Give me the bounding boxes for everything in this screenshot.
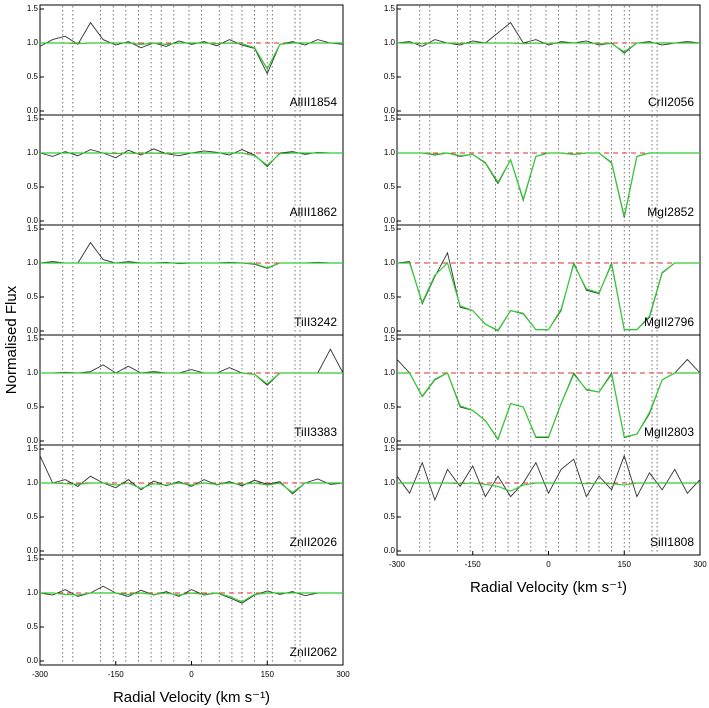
- y-axis-label: Normalised Flux: [3, 285, 20, 394]
- y-tick-label: 0.5: [384, 182, 396, 191]
- y-tick-label: 0.5: [27, 512, 39, 521]
- y-tick-label: 1.0: [384, 148, 396, 157]
- y-tick-label: 1.5: [27, 554, 39, 563]
- y-tick-label: 1.0: [384, 258, 396, 267]
- fit-line: [40, 262, 343, 269]
- fit-line: [40, 482, 343, 494]
- x-tick-label: -150: [465, 560, 482, 569]
- y-tick-label: 1.0: [27, 258, 39, 267]
- spectrum: [39, 241, 343, 269]
- x-tick-label: 0: [189, 670, 194, 679]
- y-tick-label: 1.0: [384, 478, 396, 487]
- fit-line: [40, 42, 343, 71]
- x-tick-label: -300: [389, 560, 406, 569]
- y-tick-label: 1.5: [27, 114, 39, 123]
- spectrum: [396, 454, 701, 502]
- y-tick-label: 0.5: [27, 402, 39, 411]
- fit-line: [397, 152, 700, 217]
- y-tick-label: 0.5: [384, 292, 396, 301]
- y-tick-label: 1.5: [27, 444, 39, 453]
- y-tick-label: 1.5: [27, 4, 39, 13]
- spectrum: [39, 585, 343, 604]
- y-tick-label: 0.0: [27, 216, 39, 225]
- y-tick-label: 0.0: [384, 326, 396, 335]
- panel-label: SiII1808: [650, 535, 694, 549]
- panel-label: MgI2852: [647, 205, 694, 219]
- x-axis-label: Radial Velocity (km s⁻¹): [470, 579, 627, 596]
- fit-line: [397, 42, 700, 53]
- x-axis-label: Radial Velocity (km s⁻¹): [113, 689, 270, 706]
- y-tick-label: 0.0: [384, 436, 396, 445]
- y-tick-label: 0.5: [27, 182, 39, 191]
- fit-line: [397, 372, 700, 441]
- fit-line: [40, 152, 343, 167]
- y-tick-label: 1.0: [27, 368, 39, 377]
- fit-line: [397, 482, 700, 492]
- y-tick-label: 1.5: [384, 4, 396, 13]
- x-tick-label: 300: [693, 560, 707, 569]
- y-tick-label: 0.0: [27, 546, 39, 555]
- y-tick-label: 0.5: [384, 512, 396, 521]
- panel-label: TiII3383: [294, 425, 337, 439]
- y-tick-label: 1.0: [27, 478, 39, 487]
- spectrum: [39, 455, 344, 495]
- spectrum: [396, 21, 701, 54]
- y-tick-label: 1.0: [384, 368, 396, 377]
- x-tick-label: -150: [108, 670, 125, 679]
- fit-line: [40, 592, 343, 603]
- y-tick-label: 1.0: [27, 38, 39, 47]
- y-tick-label: 0.5: [27, 292, 39, 301]
- y-tick-label: 1.5: [384, 114, 396, 123]
- x-tick-label: 150: [261, 670, 275, 679]
- y-tick-label: 1.5: [384, 224, 396, 233]
- spectrum: [39, 21, 344, 75]
- y-tick-label: 1.5: [384, 334, 396, 343]
- y-tick-label: 1.0: [27, 148, 39, 157]
- spectrum: [40, 348, 344, 386]
- y-tick-label: 0.5: [27, 72, 39, 81]
- y-tick-label: 0.5: [384, 72, 396, 81]
- y-tick-label: 1.0: [27, 588, 39, 597]
- y-tick-label: 0.0: [27, 326, 39, 335]
- x-tick-label: 300: [336, 670, 350, 679]
- spectrum: [39, 148, 343, 168]
- y-tick-label: 0.5: [384, 402, 396, 411]
- panel-label: AlIII1862: [290, 205, 338, 219]
- panel-label: MgII2803: [644, 425, 694, 439]
- y-tick-label: 0.5: [27, 622, 39, 631]
- panel-label: ZnII2026: [290, 535, 338, 549]
- x-tick-label: -300: [32, 670, 49, 679]
- y-tick-label: 0.0: [27, 106, 39, 115]
- y-tick-label: 0.0: [384, 546, 396, 555]
- y-tick-label: 1.5: [27, 334, 39, 343]
- y-tick-label: 0.0: [384, 216, 396, 225]
- panel-label: MgII2796: [644, 315, 694, 329]
- x-tick-label: 150: [618, 560, 632, 569]
- y-tick-label: 0.0: [27, 656, 39, 665]
- y-tick-label: 0.0: [27, 436, 39, 445]
- panel-label: AlIII1854: [290, 95, 338, 109]
- panel-label: CrII2056: [648, 95, 694, 109]
- y-tick-label: 1.5: [384, 444, 396, 453]
- panel-label: ZnII2062: [290, 645, 338, 659]
- y-tick-label: 1.5: [27, 224, 39, 233]
- x-tick-label: 0: [546, 560, 551, 569]
- fit-line: [397, 261, 700, 332]
- y-tick-label: 0.0: [384, 106, 396, 115]
- fit-line: [40, 372, 343, 385]
- panel-label: TiII3242: [294, 315, 337, 329]
- y-tick-label: 1.0: [384, 38, 396, 47]
